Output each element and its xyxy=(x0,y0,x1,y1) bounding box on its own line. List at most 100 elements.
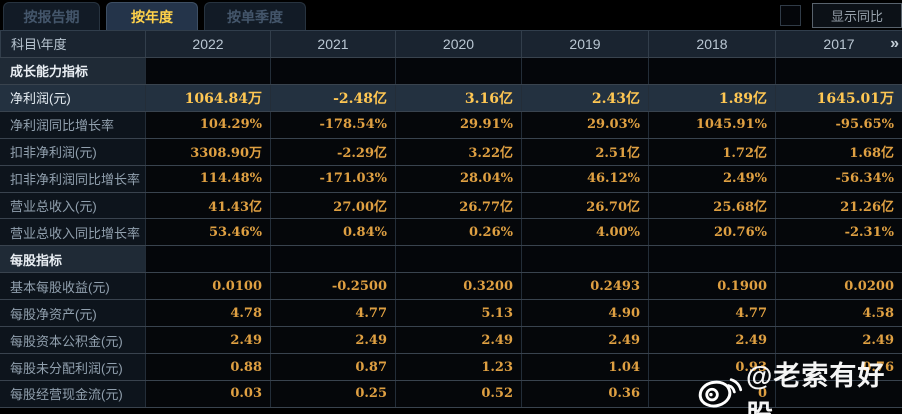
cell-value: 5.13 xyxy=(395,300,521,327)
cell-value: 4.58 xyxy=(775,300,902,327)
cell-value: 0.03 xyxy=(145,380,270,407)
cell-value: 29.03% xyxy=(521,111,648,138)
cell-value: 4.90 xyxy=(521,300,648,327)
row-label: 净利润(元) xyxy=(0,84,145,111)
cell-value: 0.0200 xyxy=(775,273,902,300)
row-label: 扣非净利润同比增长率 xyxy=(0,165,145,192)
cell-value: 4.78 xyxy=(145,300,270,327)
row-label: 每股指标 xyxy=(0,246,145,273)
cell-value: 21.26亿 xyxy=(775,192,902,219)
cell-value: 1.68亿 xyxy=(775,138,902,165)
corner-header: 科目\年度 xyxy=(0,31,145,57)
cell-value: -56.34% xyxy=(775,165,902,192)
cell-value xyxy=(395,57,521,84)
cell-value xyxy=(270,57,395,84)
tab-by-report-period[interactable]: 按报告期 xyxy=(3,2,100,30)
tab-by-year[interactable]: 按年度 xyxy=(106,2,198,30)
cell-value: 0.25 xyxy=(270,380,395,407)
cell-value: 1045.91% xyxy=(648,111,775,138)
cell-value: 0.1900 xyxy=(648,273,775,300)
table-row[interactable]: 营业总收入同比增长率 53.46% 0.84% 0.26% 4.00% 20.76% -2.… xyxy=(0,219,902,247)
table-row[interactable]: 每股经营现金流(元) 0.03 0.25 0.52 0.36 0 xyxy=(0,380,902,408)
table-row[interactable]: 净利润同比增长率 104.29% -178.54% 29.91% 29.03% 1045.… xyxy=(0,111,902,139)
cell-value: 53.46% xyxy=(145,219,270,246)
cell-value: 114.48% xyxy=(145,165,270,192)
table-row[interactable]: 营业总收入(元) 41.43亿 27.00亿 26.77亿 26.70亿 25.68亿 21… xyxy=(0,192,902,220)
cell-value xyxy=(775,57,902,84)
show-yoy-button[interactable]: 显示同比 xyxy=(812,3,902,28)
cell-value: 1.23 xyxy=(395,354,521,380)
cell-value: -178.54% xyxy=(270,111,395,138)
row-label: 基本每股收益(元) xyxy=(0,273,145,300)
cell-value: 26.70亿 xyxy=(521,192,648,219)
cell-value xyxy=(648,57,775,84)
table-row[interactable]: 每股未分配利润(元) 0.88 0.87 1.23 1.04 0.93 0.76 xyxy=(0,354,902,381)
cell-value: 0.3200 xyxy=(395,273,521,300)
cell-value xyxy=(145,57,270,84)
cell-value: 2.43亿 xyxy=(521,84,648,111)
cell-value: 1064.84万 xyxy=(145,84,270,111)
cell-value: 4.00% xyxy=(521,219,648,246)
table-row[interactable]: 扣非净利润(元) 3308.90万 -2.29亿 3.22亿 2.51亿 1.72亿 1.6… xyxy=(0,138,902,166)
row-label: 每股净资产(元) xyxy=(0,300,145,327)
year-header-2021: 2021 xyxy=(270,31,395,57)
cell-value: 2.49% xyxy=(648,165,775,192)
year-header-2022: 2022 xyxy=(145,31,270,57)
table-row[interactable]: 每股资本公积金(元) 2.49 2.49 2.49 2.49 2.49 2.49 xyxy=(0,327,902,355)
year-header-2018: 2018 xyxy=(648,31,775,57)
show-yoy-checkbox[interactable] xyxy=(780,5,801,26)
cell-value: 0.84% xyxy=(270,219,395,246)
cell-value: 1.89亿 xyxy=(648,84,775,111)
cell-value xyxy=(395,246,521,273)
cell-value xyxy=(145,246,270,273)
cell-value: 0 xyxy=(648,380,775,407)
yoy-controls: 显示同比 xyxy=(780,3,902,28)
cell-value: -2.31% xyxy=(775,219,902,246)
cell-value xyxy=(648,246,775,273)
year-header-label: 2017 xyxy=(823,35,855,52)
tab-by-quarter[interactable]: 按单季度 xyxy=(204,2,306,30)
section-header-row: 每股指标 xyxy=(0,246,902,274)
cell-value: 3.16亿 xyxy=(395,84,521,111)
cell-value: 3.22亿 xyxy=(395,138,521,165)
cell-value: 0.88 xyxy=(145,354,270,380)
cell-value: 26.77亿 xyxy=(395,192,521,219)
cell-value: 0.87 xyxy=(270,354,395,380)
cell-value: -95.65% xyxy=(775,111,902,138)
row-label: 净利润同比增长率 xyxy=(0,111,145,138)
cell-value: 1645.01万 xyxy=(775,84,902,111)
cell-value: 0.36 xyxy=(521,380,648,407)
cell-value: 28.04% xyxy=(395,165,521,192)
cell-value: 29.91% xyxy=(395,111,521,138)
row-label: 每股经营现金流(元) xyxy=(0,380,145,407)
cell-value: 0.2493 xyxy=(521,273,648,300)
table-row[interactable]: 基本每股收益(元) 0.0100 -0.2500 0.3200 0.2493 0.1900… xyxy=(0,273,902,301)
table-header-row: 科目\年度 2022 2021 2020 2019 2018 2017 » xyxy=(0,31,902,58)
cell-value: -0.2500 xyxy=(270,273,395,300)
cell-value xyxy=(521,57,648,84)
cell-value: 0.76 xyxy=(775,354,902,380)
table-row[interactable]: 净利润(元) 1064.84万 -2.48亿 3.16亿 2.43亿 1.89亿 1645.… xyxy=(0,84,902,112)
row-label: 扣非净利润(元) xyxy=(0,138,145,165)
table-row[interactable]: 每股净资产(元) 4.78 4.77 5.13 4.90 4.77 4.58 xyxy=(0,300,902,328)
row-label: 每股资本公积金(元) xyxy=(0,327,145,354)
cell-value: 2.49 xyxy=(145,327,270,354)
year-header-2017: 2017 » xyxy=(775,31,902,57)
cell-value: 46.12% xyxy=(521,165,648,192)
more-years-icon[interactable]: » xyxy=(890,34,899,52)
cell-value: 2.49 xyxy=(270,327,395,354)
year-header-2020: 2020 xyxy=(395,31,521,57)
row-label: 营业总收入(元) xyxy=(0,192,145,219)
cell-value: 2.49 xyxy=(648,327,775,354)
cell-value: 2.51亿 xyxy=(521,138,648,165)
cell-value xyxy=(775,380,902,407)
cell-value: 27.00亿 xyxy=(270,192,395,219)
cell-value xyxy=(775,246,902,273)
table-row[interactable]: 扣非净利润同比增长率 114.48% -171.03% 28.04% 46.12% 2.4… xyxy=(0,165,902,193)
row-label: 营业总收入同比增长率 xyxy=(0,219,145,246)
cell-value: 20.76% xyxy=(648,219,775,246)
cell-value: 25.68亿 xyxy=(648,192,775,219)
row-label: 成长能力指标 xyxy=(0,57,145,84)
cell-value: 0.52 xyxy=(395,380,521,407)
cell-value: 0.0100 xyxy=(145,273,270,300)
